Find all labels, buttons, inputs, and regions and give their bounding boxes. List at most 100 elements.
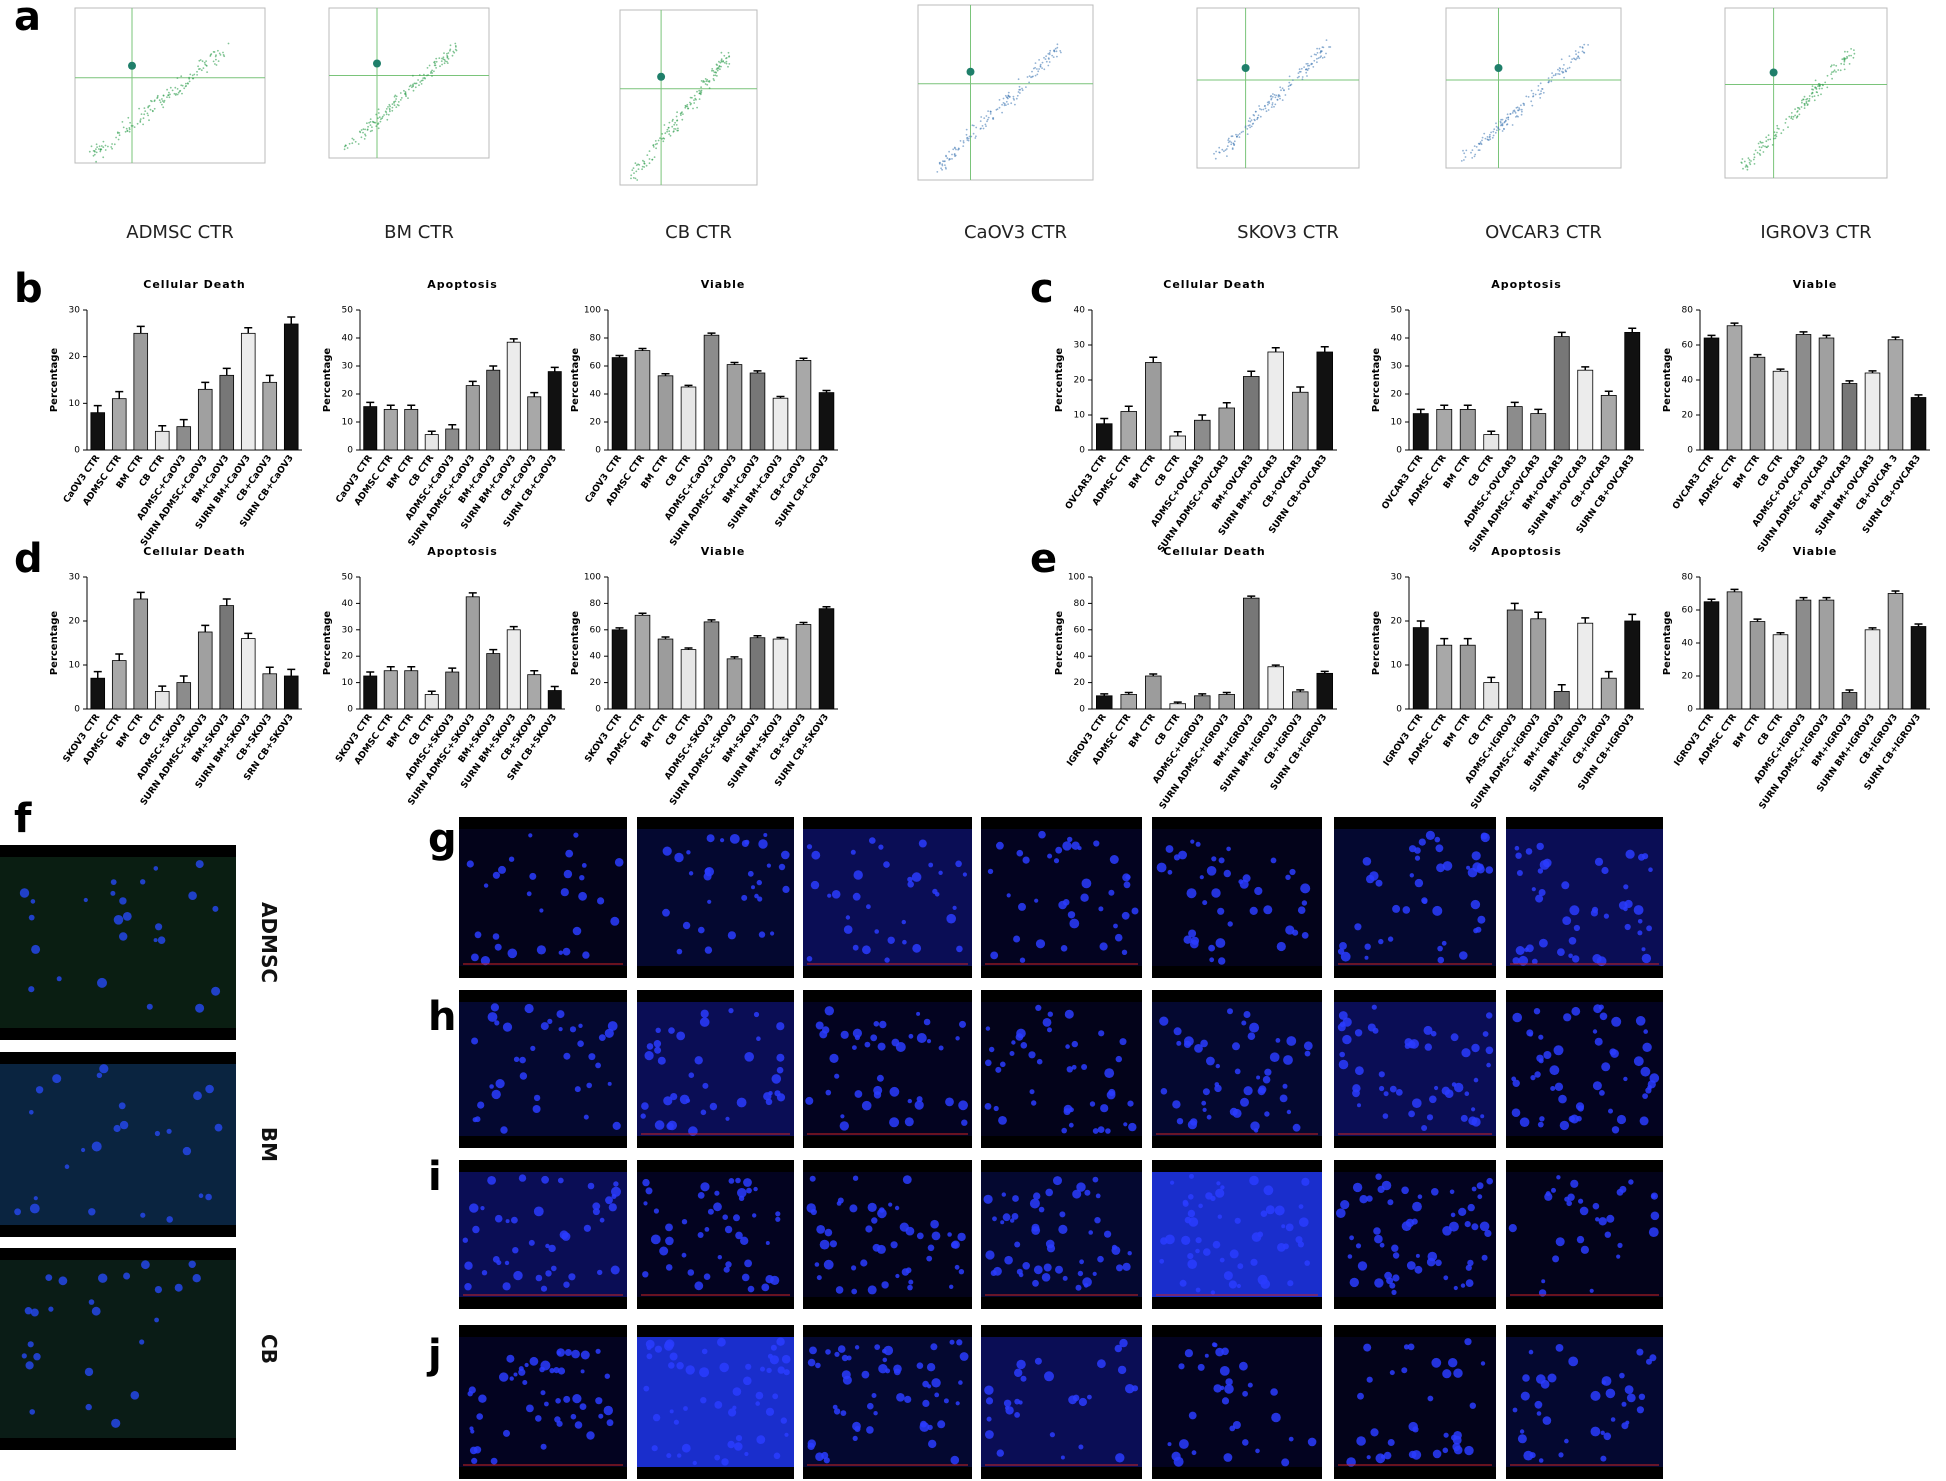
flow-dot [1006, 96, 1009, 99]
flow-dot [90, 145, 93, 148]
flow-dot [1517, 109, 1520, 111]
nucleus [1237, 1263, 1244, 1270]
flow-dot [1534, 93, 1537, 96]
flow-dot [1037, 70, 1040, 73]
nucleus [1190, 936, 1200, 945]
nucleus [853, 870, 863, 880]
flow-dot [1850, 54, 1852, 57]
nucleus [1060, 945, 1068, 952]
nucleus [1408, 1110, 1415, 1118]
flow-dot [1041, 67, 1043, 69]
panel-label: h [428, 994, 456, 1040]
nucleus [205, 1193, 212, 1201]
nucleus [667, 1120, 677, 1131]
flow-dot [664, 132, 667, 135]
flow-dot [1820, 93, 1822, 96]
nucleus [1006, 893, 1011, 898]
nucleus [889, 1117, 900, 1128]
y-tick-label: 50 [342, 306, 354, 316]
nucleus [641, 1102, 649, 1110]
flow-dot [175, 93, 178, 95]
flow-dot [702, 81, 704, 83]
nucleus [916, 1096, 923, 1103]
nucleus [1534, 1071, 1541, 1078]
nucleus [1610, 1049, 1619, 1058]
error-bar [799, 621, 808, 625]
flow-dot [674, 121, 676, 124]
flow-dot [718, 60, 720, 63]
nucleus [781, 1354, 791, 1364]
y-tick-label: 40 [590, 652, 602, 662]
nucleus [811, 850, 821, 860]
nucleus [198, 1193, 204, 1198]
nucleus [506, 1354, 515, 1363]
flow-dot [95, 151, 98, 154]
nucleus [722, 1214, 728, 1220]
nucleus [681, 1443, 691, 1453]
nucleus [556, 1348, 565, 1357]
flow-dot [1292, 79, 1294, 81]
nucleus [1111, 1244, 1118, 1250]
y-axis-label: Percentage [1054, 348, 1065, 413]
bar [527, 674, 542, 710]
flow-dot [95, 143, 98, 146]
nucleus [766, 1367, 772, 1374]
bar [703, 621, 720, 710]
nucleus [1431, 1357, 1442, 1368]
flow-dot [975, 126, 978, 129]
nucleus [840, 1114, 845, 1119]
flow-dot [218, 52, 221, 55]
flow-dot [381, 115, 384, 118]
flow-dot [1818, 87, 1821, 90]
flow-label: BM CTR [384, 222, 454, 243]
bar [240, 638, 256, 710]
y-tick-label: 60 [590, 625, 602, 635]
nucleus [852, 1435, 858, 1441]
nucleus [1115, 1055, 1123, 1063]
flow-dot [1045, 60, 1048, 63]
flow-dot [1583, 43, 1586, 46]
nucleus [512, 1247, 519, 1254]
nucleus [1592, 1202, 1600, 1210]
nucleus [549, 1368, 555, 1374]
flow-dot [102, 156, 105, 159]
panel-label: a [14, 0, 41, 40]
nucleus [775, 1211, 781, 1217]
error-bar [707, 619, 716, 622]
nucleus [916, 1362, 924, 1369]
bar [1749, 621, 1766, 710]
nucleus [193, 1091, 202, 1101]
flow-dot [1257, 114, 1260, 117]
error-bar [509, 625, 518, 630]
flow-dot [385, 108, 388, 110]
micrograph [0, 1260, 236, 1438]
nucleus [1387, 1439, 1395, 1446]
nucleus [28, 914, 35, 921]
nucleus [1464, 1221, 1471, 1228]
nucleus [961, 1119, 968, 1126]
bar [445, 428, 460, 451]
error-bar [1845, 689, 1854, 693]
chart-title: Apoptosis [427, 278, 498, 291]
nucleus [1605, 1388, 1616, 1399]
flow-dot [1796, 110, 1799, 112]
nucleus [930, 1219, 939, 1229]
flow-dot [1552, 74, 1555, 77]
flow-dot [677, 129, 679, 132]
flow-dot [717, 67, 719, 70]
y-tick-label: 60 [1074, 625, 1086, 635]
flow-dot [1034, 74, 1037, 77]
flow-dot [1015, 97, 1018, 100]
bar [1169, 703, 1186, 710]
nucleus [1537, 868, 1544, 874]
flow-dot [98, 145, 101, 148]
nucleus [699, 1017, 710, 1027]
flow-dot [714, 74, 717, 77]
nucleus [927, 1424, 933, 1431]
flow-dot [440, 60, 443, 62]
bar [680, 386, 697, 451]
nucleus [1392, 1252, 1400, 1259]
y-tick-label: 50 [1391, 306, 1403, 316]
nucleus [814, 1262, 820, 1267]
nucleus [852, 1175, 859, 1181]
